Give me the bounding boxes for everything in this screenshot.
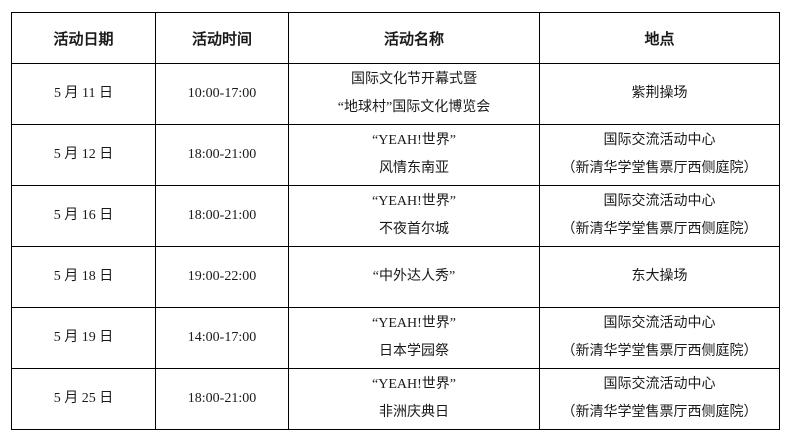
event-name-line: 非洲庆典日	[379, 405, 449, 420]
cell-event-time: 19:00-22:00	[155, 246, 289, 308]
cell-event-name: “YEAH!世界” 风情东南亚	[288, 124, 540, 186]
cell-event-date: 5 月 11 日	[11, 63, 156, 125]
event-name-line: 风情东南亚	[379, 161, 449, 176]
table-row: 5 月 25 日 18:00-21:00 “YEAH!世界” 非洲庆典日 国际交…	[11, 368, 780, 430]
cell-event-date: 5 月 12 日	[11, 124, 156, 186]
table-row: 5 月 12 日 18:00-21:00 “YEAH!世界” 风情东南亚 国际交…	[11, 124, 780, 186]
table-row: 5 月 11 日 10:00-17:00 国际文化节开幕式暨 “地球村”国际文化…	[11, 63, 780, 125]
event-name-line: “YEAH!世界”	[372, 316, 456, 331]
event-name-line: “YEAH!世界”	[372, 194, 456, 209]
event-location-line: （新清华学堂售票厅西侧庭院）	[561, 344, 758, 359]
cell-event-name: “YEAH!世界” 日本学园祭	[288, 307, 540, 369]
event-name-line: “YEAH!世界”	[372, 377, 456, 392]
cell-event-time: 18:00-21:00	[155, 185, 289, 247]
column-header-location: 地点	[539, 12, 780, 64]
cell-event-time: 14:00-17:00	[155, 307, 289, 369]
column-header-time: 活动时间	[155, 12, 289, 64]
cell-event-date: 5 月 19 日	[11, 307, 156, 369]
cell-event-time: 18:00-21:00	[155, 368, 289, 430]
cell-event-date: 5 月 18 日	[11, 246, 156, 308]
event-schedule-table: 活动日期 活动时间 活动名称 地点 5 月 11 日 10:00-17:00 国…	[11, 12, 780, 430]
event-location-line: （新清华学堂售票厅西侧庭院）	[561, 222, 758, 237]
cell-event-location: 国际交流活动中心 （新清华学堂售票厅西侧庭院）	[539, 368, 780, 430]
event-location-line: 国际交流活动中心	[603, 316, 716, 331]
event-location-line: 紫荆操场	[631, 86, 688, 101]
event-name-line: “YEAH!世界”	[372, 133, 456, 148]
event-name-line: 国际文化节开幕式暨	[351, 72, 477, 87]
cell-event-name: “YEAH!世界” 不夜首尔城	[288, 185, 540, 247]
cell-event-date: 5 月 16 日	[11, 185, 156, 247]
event-location-line: 国际交流活动中心	[603, 133, 716, 148]
event-name-line: “中外达人秀”	[372, 269, 456, 284]
event-name-line: 日本学园祭	[379, 344, 449, 359]
table-row: 5 月 18 日 19:00-22:00 “中外达人秀” 东大操场	[11, 246, 780, 308]
column-header-date: 活动日期	[11, 12, 156, 64]
event-location-line: 东大操场	[631, 269, 688, 284]
cell-event-name: 国际文化节开幕式暨 “地球村”国际文化博览会	[288, 63, 540, 125]
cell-event-time: 18:00-21:00	[155, 124, 289, 186]
cell-event-location: 国际交流活动中心 （新清华学堂售票厅西侧庭院）	[539, 307, 780, 369]
cell-event-location: 国际交流活动中心 （新清华学堂售票厅西侧庭院）	[539, 124, 780, 186]
cell-event-date: 5 月 25 日	[11, 368, 156, 430]
column-header-name: 活动名称	[288, 12, 540, 64]
cell-event-name: “YEAH!世界” 非洲庆典日	[288, 368, 540, 430]
table-row: 5 月 16 日 18:00-21:00 “YEAH!世界” 不夜首尔城 国际交…	[11, 185, 780, 247]
event-location-line: 国际交流活动中心	[603, 377, 716, 392]
cell-event-location: 紫荆操场	[539, 63, 780, 125]
event-location-line: 国际交流活动中心	[603, 194, 716, 209]
cell-event-location: 东大操场	[539, 246, 780, 308]
header-row: 活动日期 活动时间 活动名称 地点	[11, 12, 780, 64]
cell-event-location: 国际交流活动中心 （新清华学堂售票厅西侧庭院）	[539, 185, 780, 247]
event-location-line: （新清华学堂售票厅西侧庭院）	[561, 405, 758, 420]
event-name-line: 不夜首尔城	[379, 222, 449, 237]
event-name-line: “地球村”国际文化博览会	[337, 100, 491, 115]
event-location-line: （新清华学堂售票厅西侧庭院）	[561, 161, 758, 176]
cell-event-time: 10:00-17:00	[155, 63, 289, 125]
cell-event-name: “中外达人秀”	[288, 246, 540, 308]
table-row: 5 月 19 日 14:00-17:00 “YEAH!世界” 日本学园祭 国际交…	[11, 307, 780, 369]
